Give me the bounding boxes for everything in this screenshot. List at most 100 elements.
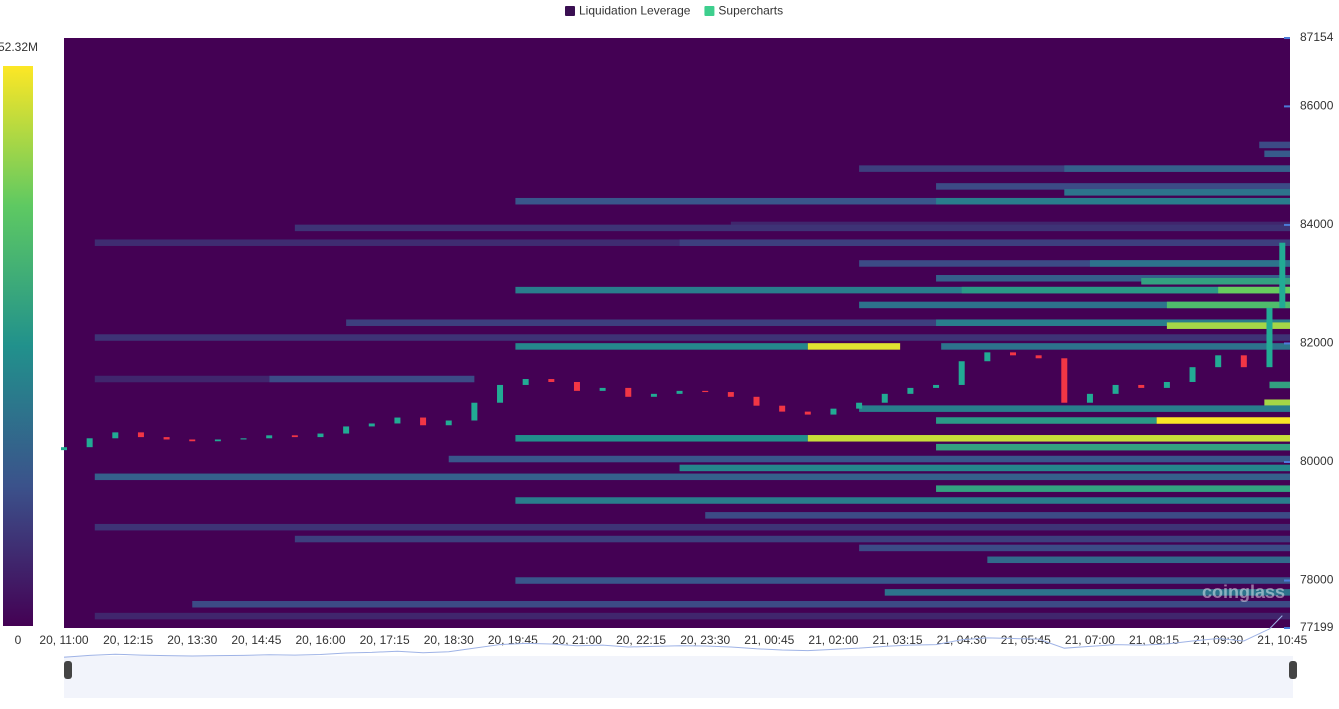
heat-band <box>1269 381 1290 389</box>
y-tick-label: 87154 <box>1300 30 1334 44</box>
navigator-line <box>63 615 1283 658</box>
colorbar-label: 52.32M <box>0 40 38 54</box>
x-tick-label: 20, 16:00 <box>295 633 345 647</box>
candle-body <box>394 417 401 424</box>
candle-body <box>1009 352 1016 356</box>
candle-body <box>727 392 734 397</box>
y-tick-label: 84000 <box>1300 217 1334 231</box>
candle-body <box>1138 384 1145 388</box>
x-tick-label: 21, 10:45 <box>1257 633 1307 647</box>
candle-body <box>984 352 991 362</box>
candle-body <box>1163 381 1170 388</box>
candle-body <box>856 402 863 409</box>
candle-body <box>291 435 298 438</box>
x-tick-label: 21, 09:30 <box>1193 633 1243 647</box>
heat-band <box>936 485 1290 492</box>
heat-band <box>515 435 808 442</box>
heat-band <box>679 464 1290 472</box>
heat-band <box>987 556 1290 564</box>
navigator-handle[interactable] <box>1289 661 1297 679</box>
candle-body <box>804 411 811 415</box>
candle-body <box>1279 242 1286 308</box>
candle-body <box>676 390 683 394</box>
candle-body <box>881 393 888 403</box>
x-tick-label: 20, 22:15 <box>616 633 666 647</box>
x-tick-label: 21, 02:00 <box>808 633 858 647</box>
y-tick-label: 77199 <box>1300 620 1334 634</box>
heat-band <box>859 405 1290 412</box>
candle-body <box>497 384 504 403</box>
heat-band <box>94 375 270 383</box>
heat-band <box>1259 141 1290 149</box>
heat-band <box>936 443 1290 451</box>
x-tick-label: 21, 07:00 <box>1065 633 1115 647</box>
candle-body <box>112 432 119 439</box>
x-tick-label: 20, 11:00 <box>39 633 88 647</box>
heat-band <box>961 286 1290 294</box>
candle-body <box>1215 355 1222 368</box>
heat-band <box>936 197 1290 205</box>
legend-swatch <box>704 6 715 16</box>
candle-body <box>1266 307 1273 368</box>
x-tick-label: 21, 05:45 <box>1001 633 1051 647</box>
heat-band <box>515 497 1290 504</box>
candle-body <box>625 387 632 397</box>
heat-band <box>936 183 1290 190</box>
heat-band <box>1141 277 1290 285</box>
candle-body <box>779 405 786 412</box>
heat-band <box>859 260 1290 267</box>
heat-band <box>859 301 1290 309</box>
x-tick-label: 20, 12:15 <box>103 633 153 647</box>
legend-label: Supercharts <box>718 4 783 18</box>
candle-body <box>573 381 580 391</box>
x-tick-label: 20, 18:30 <box>424 633 474 647</box>
heat-band <box>94 523 1291 531</box>
x-tick-label: 20, 14:45 <box>231 633 281 647</box>
candle-body <box>317 433 324 438</box>
heat-band <box>859 544 1290 552</box>
candle-body <box>343 426 350 434</box>
x-tick-label: 20, 21:00 <box>552 633 602 647</box>
heat-band <box>94 334 1291 341</box>
heat-band <box>936 275 1290 282</box>
candle-body <box>214 439 221 442</box>
heat-band <box>807 343 901 350</box>
heat-band <box>1218 286 1290 294</box>
navigator-handle[interactable] <box>64 661 72 679</box>
candle-body <box>1035 355 1042 359</box>
heat-band <box>884 589 1290 596</box>
candle-body <box>650 393 657 397</box>
heat-band <box>941 343 1290 350</box>
legend-label: Liquidation Leverage <box>579 4 691 18</box>
heat-band <box>1264 150 1290 158</box>
heat-band <box>1264 399 1290 406</box>
heat-band <box>1166 322 1290 329</box>
y-tick-label: 78000 <box>1300 573 1334 587</box>
legend-swatch <box>565 6 575 16</box>
candle-body <box>702 390 709 393</box>
heat-band <box>515 343 808 350</box>
watermark: coinglass <box>1202 582 1285 602</box>
candle-body <box>907 387 914 394</box>
x-tick-label: 20, 17:15 <box>360 633 410 647</box>
heat-band <box>346 319 1290 326</box>
heat-band <box>94 473 1291 481</box>
candle-body <box>420 417 427 426</box>
candle-body <box>1189 367 1196 382</box>
navigator <box>64 656 1293 698</box>
heat-band <box>269 375 475 383</box>
candle-body <box>137 432 144 438</box>
candle-body <box>240 438 247 440</box>
heat-band <box>294 535 1291 543</box>
heat-band <box>705 512 1290 519</box>
colorbar <box>3 66 33 626</box>
x-tick-label: 21, 00:45 <box>744 633 794 647</box>
candle-body <box>522 379 529 385</box>
heat-band <box>936 417 1157 424</box>
heat-band <box>1089 260 1290 267</box>
heat-band <box>515 577 1290 584</box>
y-tick-label: 82000 <box>1300 336 1334 350</box>
heat-band <box>94 612 1291 620</box>
candle-body <box>958 361 965 385</box>
heat-band <box>515 286 1290 294</box>
